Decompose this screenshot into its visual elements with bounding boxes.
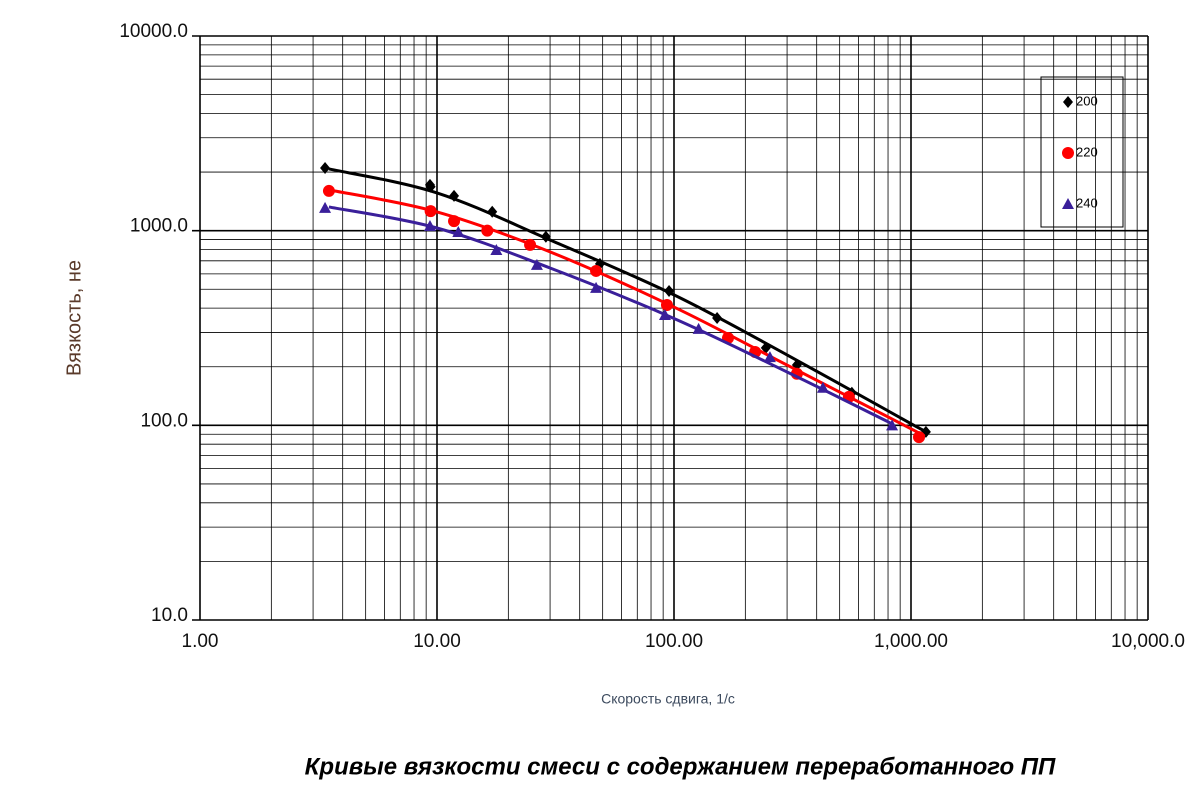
data-point — [590, 281, 603, 293]
data-point — [319, 201, 332, 213]
y-tick-label: 10.0 — [151, 605, 188, 626]
legend-box — [1040, 76, 1124, 228]
data-point — [448, 215, 461, 228]
data-point — [423, 219, 436, 231]
data-point — [760, 341, 771, 354]
legend-label: 220 — [1076, 144, 1098, 159]
data-point — [763, 351, 776, 363]
x-axis-label: Скорость сдвига, 1/с — [601, 691, 735, 707]
data-point — [540, 230, 551, 243]
y-tick-label: 1000.0 — [130, 216, 188, 237]
data-point — [886, 419, 899, 431]
y-tick-label: 100.0 — [140, 410, 188, 431]
legend-label: 200 — [1076, 93, 1098, 108]
y-axis-label: Вязкость, не — [63, 260, 85, 376]
data-point — [664, 284, 675, 297]
legend-marker — [1062, 147, 1074, 159]
data-point — [524, 238, 537, 251]
data-point — [660, 299, 673, 312]
x-tick-label: 1,000.00 — [874, 631, 948, 652]
data-point — [712, 311, 723, 324]
legend-label: 240 — [1076, 195, 1098, 210]
legend-marker — [1062, 198, 1074, 209]
x-tick-label: 10,000.0 — [1111, 631, 1185, 652]
data-point — [816, 381, 829, 393]
data-point — [590, 264, 603, 277]
x-tick-label: 1.00 — [182, 631, 219, 652]
y-tick-label: 10000.0 — [119, 21, 188, 42]
data-point — [913, 431, 926, 444]
plot-grid — [192, 35, 1149, 621]
x-tick-label: 10.00 — [413, 631, 461, 652]
data-point — [487, 205, 498, 218]
data-point — [658, 308, 671, 320]
x-tick-label: 100.00 — [645, 631, 703, 652]
data-point — [490, 243, 503, 255]
data-point — [692, 322, 705, 334]
data-point — [425, 180, 436, 193]
data-point — [320, 161, 331, 174]
data-point — [481, 224, 494, 237]
legend-marker — [1063, 96, 1073, 108]
data-point — [530, 258, 543, 270]
data-point — [452, 225, 465, 237]
chart-title: Кривые вязкости смеси с содержанием пере… — [305, 753, 1056, 780]
data-point — [322, 184, 335, 197]
trend-line — [328, 188, 926, 437]
data-point — [424, 205, 437, 218]
data-point — [449, 189, 460, 202]
